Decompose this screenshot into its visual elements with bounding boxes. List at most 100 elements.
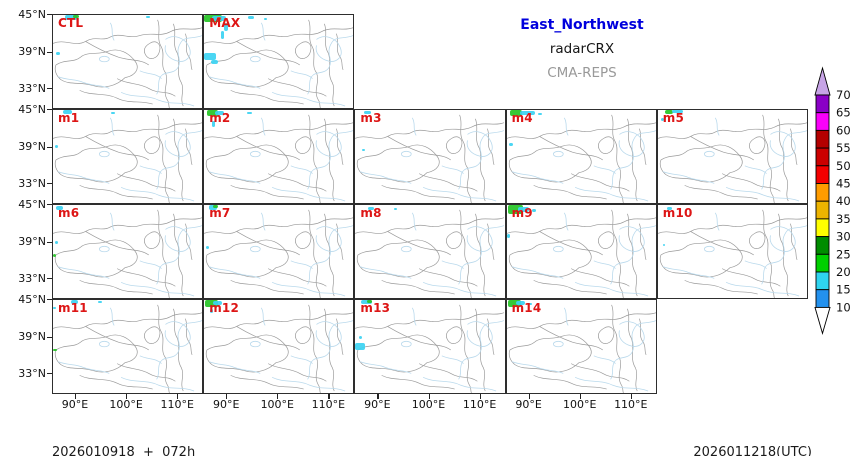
- lon-tick-mark: [377, 394, 379, 399]
- lat-tick-label: 33°N: [18, 271, 46, 285]
- valid-time-utc: 2026011218(UTC): [693, 445, 812, 456]
- radar-echo: [368, 207, 375, 210]
- lon-tick-mark: [75, 394, 77, 399]
- lon-tick-label: 90°E: [212, 398, 240, 411]
- lat-tick-label: 39°N: [18, 330, 46, 344]
- lon-tick-mark: [528, 394, 530, 399]
- colorbar-segment: [815, 183, 830, 202]
- lat-tick-mark: [47, 146, 52, 148]
- lat-tick-label: 45°N: [18, 292, 46, 306]
- panel-m11: m11: [52, 299, 204, 394]
- radar-echo: [53, 307, 56, 309]
- lon-tick-mark: [479, 394, 481, 399]
- radar-echo: [205, 300, 219, 307]
- lat-tick-mark: [47, 299, 52, 301]
- lat-tick-mark: [47, 204, 52, 206]
- radar-echo: [517, 207, 529, 212]
- lon-tick-mark: [277, 394, 279, 399]
- panel-label: m6: [58, 206, 80, 220]
- radar-echo: [73, 15, 79, 18]
- panel-label: CTL: [58, 16, 84, 30]
- radar-echo: [662, 244, 665, 246]
- panel-label: m11: [58, 301, 88, 315]
- radar-echo: [362, 149, 366, 151]
- radar-echo: [666, 207, 672, 210]
- radar-echo: [367, 300, 373, 303]
- lon-tick-label: 90°E: [61, 398, 89, 411]
- radar-echo: [53, 254, 56, 257]
- panel-m13: m13: [354, 299, 506, 394]
- lat-tick-mark: [47, 278, 52, 280]
- radar-echo: [206, 246, 210, 249]
- lat-tick-label: 39°N: [18, 45, 46, 59]
- panel-m5: m5: [656, 109, 808, 204]
- colorbar-segment: [815, 200, 830, 220]
- radar-echo: [215, 111, 225, 115]
- model-title: CMA-REPS: [547, 65, 617, 81]
- lon-tick-label: 90°E: [515, 398, 542, 411]
- valid-time-block: 2026011218(UTC) 2026011302(CST): [560, 413, 812, 456]
- radar-echo: [361, 300, 373, 304]
- lon-tick-label: 110°E: [160, 398, 194, 411]
- lat-tick-mark: [47, 109, 52, 111]
- lon-tick-label: 110°E: [311, 398, 346, 411]
- radar-echo: [247, 112, 253, 114]
- radar-echo: [210, 309, 214, 313]
- radar-echo: [55, 241, 58, 244]
- panel-CTL: CTL: [52, 14, 204, 109]
- radar-echo: [224, 23, 229, 31]
- panel-label: m8: [360, 206, 382, 220]
- radar-echo: [56, 206, 63, 210]
- radar-echo: [509, 110, 522, 116]
- colorbar-segment: [815, 271, 830, 291]
- lat-tick-mark: [47, 241, 52, 243]
- colorbar-segment: [815, 147, 830, 167]
- radar-echo: [537, 113, 542, 115]
- panel-m7: m7: [203, 204, 355, 299]
- colorbar-segment: [815, 236, 830, 255]
- lat-tick-mark: [47, 14, 52, 16]
- panel-m1: m1: [52, 109, 204, 204]
- lat-tick-mark: [47, 183, 52, 185]
- panel-label: m1: [58, 111, 80, 125]
- radar-echo: [221, 31, 225, 39]
- lon-tick-label: 100°E: [411, 398, 446, 411]
- panel-label: m10: [662, 206, 693, 220]
- lon-tick-mark: [126, 394, 128, 399]
- colorbar-over-arrow: [814, 66, 831, 96]
- lat-tick-label: 45°N: [18, 102, 46, 116]
- lat-tick-label: 33°N: [18, 366, 46, 380]
- lon-tick-label: 90°E: [364, 398, 391, 411]
- lon-tick-mark: [428, 394, 430, 399]
- lon-tick-label: 100°E: [562, 398, 597, 411]
- colorbar-tick-label: 35: [836, 212, 851, 226]
- colorbar-tick-label: 50: [836, 159, 851, 173]
- lat-tick-mark: [47, 51, 52, 53]
- lon-tick-label: 110°E: [614, 398, 648, 411]
- panel-label: m5: [662, 111, 685, 125]
- radar-echo: [71, 300, 78, 304]
- colorbar-segment: [815, 112, 830, 131]
- panel-label: m3: [360, 111, 382, 125]
- lon-tick-label: 100°E: [109, 398, 143, 411]
- panel-m4: m4: [505, 109, 657, 204]
- panel-label: m9: [511, 206, 533, 220]
- panel-label: m4: [511, 111, 533, 125]
- panel-m14: m14: [505, 299, 657, 394]
- colorbar-segment: [815, 94, 830, 114]
- radar-echo: [56, 52, 60, 55]
- radar-echo: [359, 336, 363, 339]
- lon-tick-mark: [328, 394, 330, 399]
- radar-echo: [264, 18, 268, 20]
- lon-tick-mark: [177, 394, 179, 399]
- colorbar-tick-label: 60: [836, 123, 851, 137]
- panel-m12: m12: [203, 299, 355, 394]
- panel-label: m12: [209, 301, 239, 315]
- radar-echo: [660, 118, 664, 121]
- lat-tick-label: 39°N: [18, 140, 46, 154]
- colorbar-under-arrow: [814, 306, 831, 336]
- lon-tick-mark: [630, 394, 632, 399]
- radar-echo: [111, 112, 115, 114]
- lat-tick-label: 33°N: [18, 176, 46, 190]
